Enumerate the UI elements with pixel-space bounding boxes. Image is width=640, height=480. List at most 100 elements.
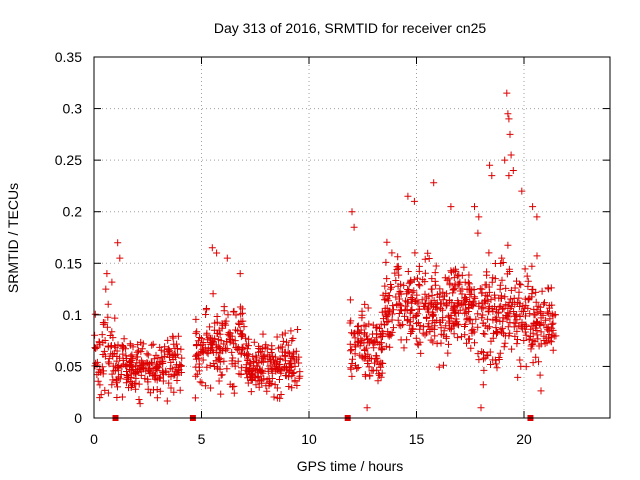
data-point	[149, 365, 157, 373]
data-point	[116, 375, 124, 383]
data-point	[415, 305, 423, 313]
data-point	[527, 325, 535, 333]
data-point	[421, 255, 429, 263]
data-point	[370, 344, 378, 352]
data-point	[92, 345, 100, 352]
data-point	[500, 304, 508, 312]
data-point	[529, 203, 537, 211]
data-point	[265, 382, 273, 390]
data-point	[404, 298, 412, 306]
data-point	[432, 281, 440, 289]
data-point	[523, 272, 531, 280]
data-point	[537, 387, 545, 395]
data-point	[351, 329, 358, 337]
data-point	[430, 179, 438, 187]
data-point	[230, 389, 238, 397]
data-point	[478, 289, 486, 297]
data-point	[235, 321, 243, 328]
data-point	[207, 384, 215, 392]
data-point	[291, 376, 299, 384]
data-point	[504, 302, 512, 310]
data-point	[538, 287, 546, 295]
data-point	[378, 346, 385, 354]
data-point	[449, 306, 457, 314]
data-point	[217, 371, 225, 379]
data-point	[111, 314, 119, 322]
data-point	[460, 296, 468, 304]
data-point	[288, 337, 296, 345]
data-point	[114, 383, 121, 391]
data-point	[475, 300, 483, 308]
x-axis-label: GPS time / hours	[297, 458, 404, 474]
data-point	[287, 327, 295, 335]
data-point	[106, 332, 114, 339]
data-point	[489, 316, 497, 324]
data-point	[378, 369, 386, 377]
data-point	[114, 364, 122, 372]
data-point	[275, 365, 283, 373]
data-point	[498, 324, 506, 332]
data-point	[487, 361, 494, 368]
data-point	[203, 329, 211, 337]
data-point	[504, 241, 512, 249]
data-point	[428, 275, 436, 283]
data-point	[209, 290, 217, 298]
data-point	[379, 329, 387, 337]
data-point	[546, 315, 554, 323]
data-point	[372, 352, 380, 360]
data-point	[500, 330, 507, 338]
data-point	[377, 339, 385, 347]
data-point	[354, 322, 362, 330]
data-point	[519, 302, 527, 310]
data-point	[397, 336, 405, 344]
data-point	[529, 337, 537, 345]
data-point	[469, 299, 477, 307]
data-point	[513, 340, 521, 348]
data-point	[361, 300, 369, 308]
data-point	[102, 285, 110, 293]
data-point	[501, 156, 509, 164]
data-point	[465, 335, 473, 343]
data-point	[486, 288, 494, 296]
data-point	[220, 303, 228, 311]
data-point	[413, 320, 420, 328]
data-point	[548, 320, 556, 328]
data-point	[535, 358, 542, 366]
data-point	[249, 371, 257, 379]
data-point	[351, 341, 359, 349]
data-point	[192, 372, 200, 380]
data-point	[463, 285, 471, 293]
chart-title: Day 313 of 2016, SRMTID for receiver cn2…	[214, 20, 487, 36]
data-point	[276, 376, 283, 383]
data-point	[544, 326, 552, 334]
data-point	[375, 370, 383, 378]
data-point	[128, 351, 136, 359]
data-point	[95, 368, 103, 376]
data-point	[212, 357, 220, 365]
data-point	[237, 310, 245, 318]
data-point	[132, 379, 140, 387]
data-point	[285, 366, 293, 374]
data-point	[410, 287, 418, 295]
data-point	[171, 345, 179, 353]
data-point	[279, 337, 287, 345]
data-point	[452, 315, 460, 323]
data-point	[149, 340, 157, 348]
data-point	[383, 295, 391, 303]
data-point	[281, 329, 289, 337]
data-point	[395, 310, 403, 317]
data-point	[491, 275, 499, 283]
data-point	[154, 354, 162, 362]
data-point	[403, 306, 411, 314]
data-point	[393, 301, 401, 309]
data-point	[230, 340, 238, 348]
data-point	[493, 330, 500, 338]
data-point	[461, 331, 469, 339]
data-point	[295, 374, 303, 382]
data-point	[365, 320, 373, 328]
data-point	[445, 319, 453, 327]
data-point	[216, 358, 224, 366]
data-point	[374, 377, 382, 385]
data-point	[533, 309, 541, 317]
